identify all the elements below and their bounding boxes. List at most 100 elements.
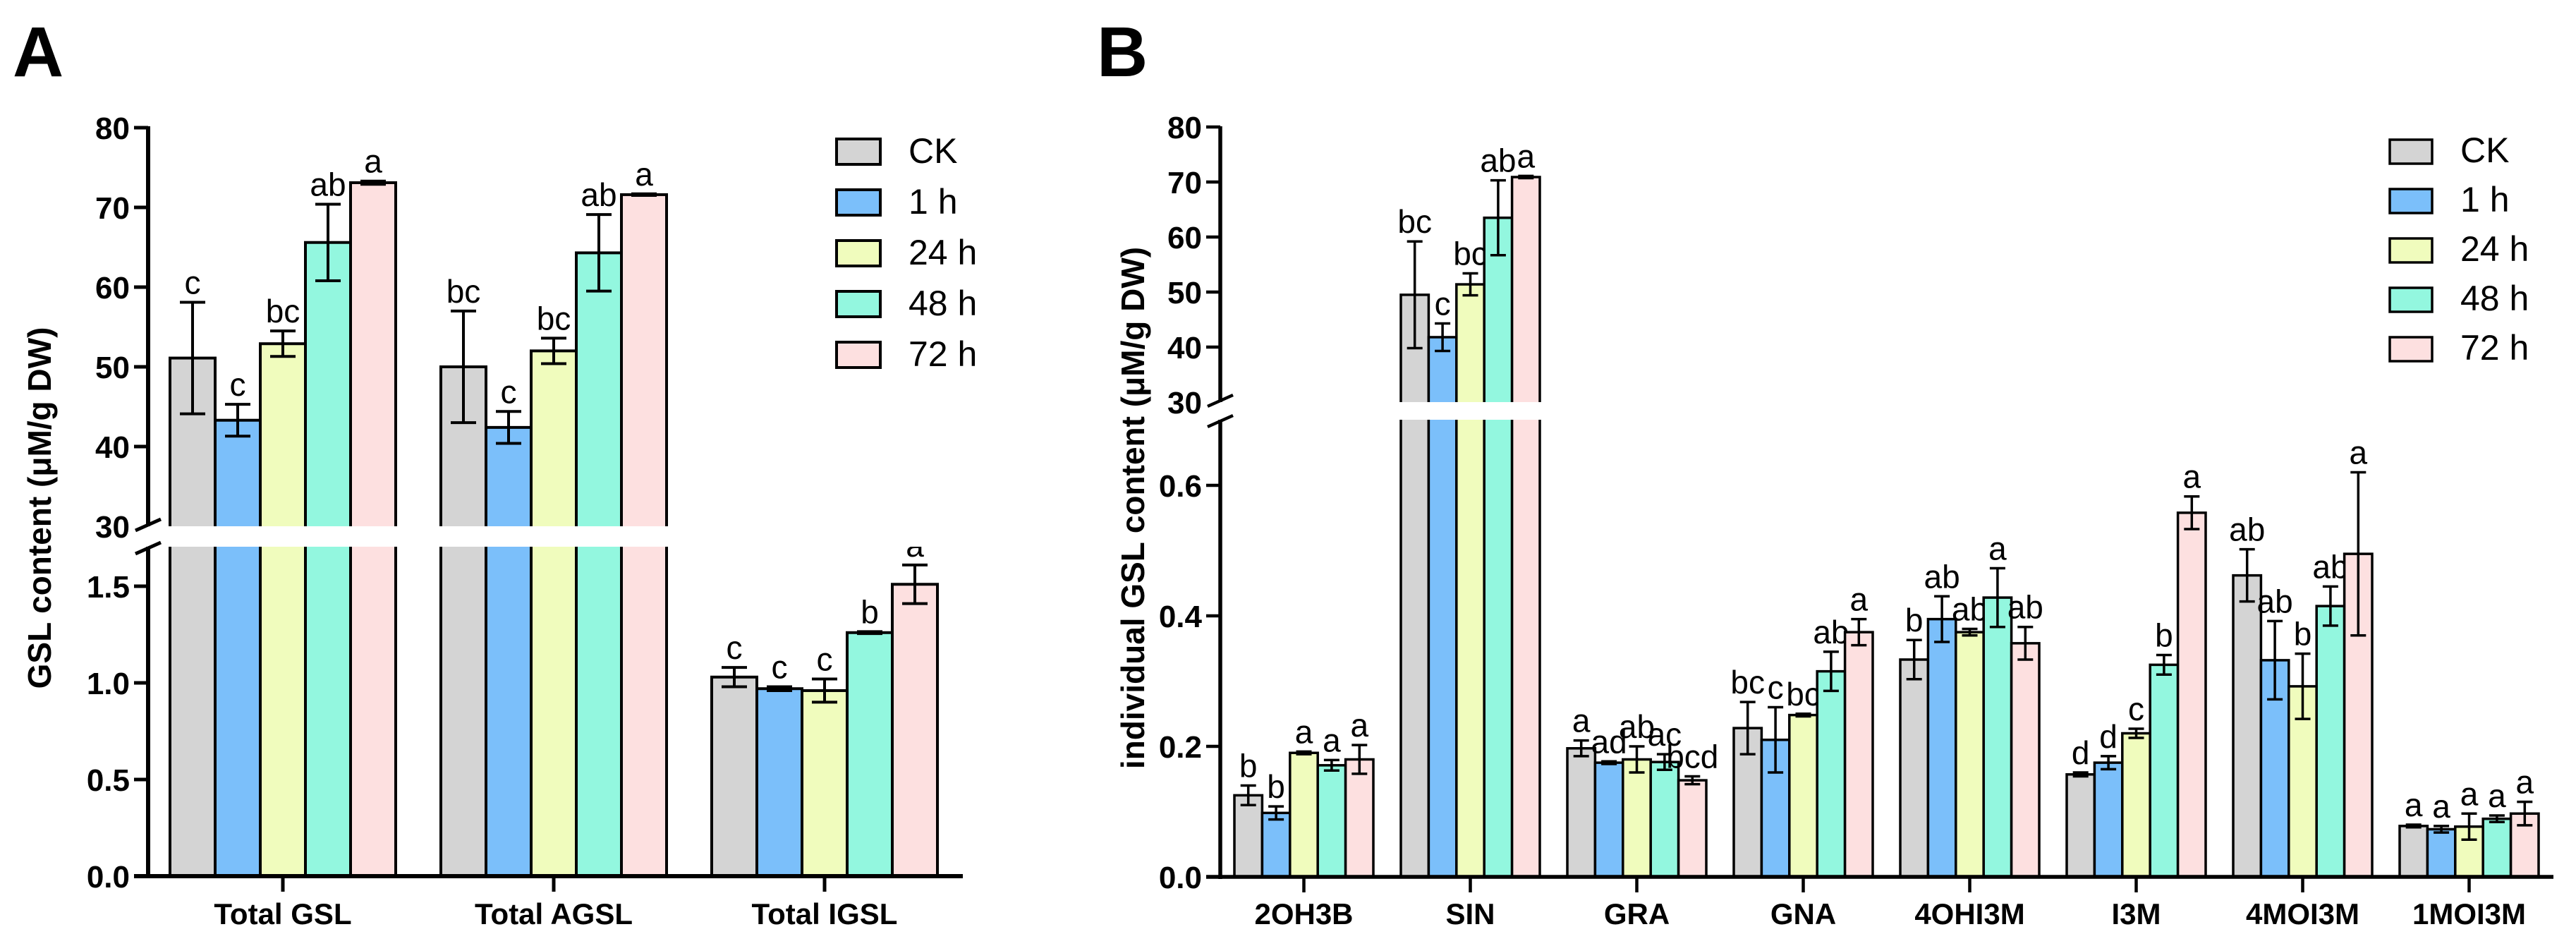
legend-swatch [2388, 237, 2434, 264]
legend-label: 1 h [2460, 180, 2510, 219]
legend-swatch [835, 239, 882, 267]
significance-letter: ac [1648, 716, 1682, 753]
legend-label: 48 h [909, 284, 977, 323]
bar [1926, 617, 1957, 878]
y-tick-label: 60 [1167, 221, 1202, 255]
x-tick-label: 2OH3B [1254, 897, 1353, 930]
axis-break-band [151, 526, 966, 547]
significance-letter: a [2405, 787, 2423, 823]
significance-letter: a [1351, 707, 1369, 744]
significance-letter: bc [1397, 203, 1432, 240]
bar [2149, 663, 2180, 878]
y-tick-label: 0.0 [87, 860, 130, 895]
bar [304, 241, 352, 878]
significance-letter: a [364, 143, 382, 180]
panel-label: B [1097, 13, 1148, 92]
bar [1344, 758, 1375, 878]
legend-swatch [835, 341, 882, 369]
significance-letter: d [2099, 718, 2118, 755]
axis-break-mark [1207, 413, 1234, 429]
x-tick-label: 4MOI3M [2246, 897, 2359, 930]
legend-label: 72 h [2460, 328, 2529, 368]
significance-letter: a [1572, 703, 1591, 739]
bar [2315, 605, 2346, 878]
significance-letter: bc [446, 273, 481, 310]
significance-letter: b [1267, 768, 1285, 805]
bar [259, 342, 307, 878]
significance-letter: bc [1786, 676, 1821, 712]
legend-label: 48 h [2460, 279, 2529, 318]
significance-letter: ab [1813, 614, 1849, 650]
bar [801, 689, 849, 878]
legend-swatch [2388, 188, 2434, 214]
y-tick-label: 40 [1167, 331, 1202, 365]
bar [1843, 631, 1874, 878]
significance-letter: b [2155, 617, 2173, 654]
bar [891, 583, 939, 878]
y-axis-title: individual GSL content (μM/g DW) [1114, 247, 1151, 769]
bar [2093, 761, 2124, 878]
significance-letter: b [1905, 602, 1924, 638]
bar [1316, 764, 1347, 878]
significance-letter: c [185, 264, 201, 301]
significance-letter: a [1850, 581, 1869, 618]
x-tick-label: SIN [1445, 897, 1495, 930]
legend: CK 1 h 24 h 48 h 72 h [2388, 131, 2529, 368]
bar [1233, 794, 1264, 878]
significance-letter: ab [1952, 591, 1988, 628]
significance-letter: ad [1591, 723, 1627, 760]
bar [1455, 283, 1486, 878]
y-tick-label: 60 [95, 271, 130, 305]
bar [2010, 642, 2041, 878]
y-tick-label: 1.5 [87, 570, 130, 605]
significance-letter: a [1323, 722, 1341, 758]
bar [1982, 596, 2013, 878]
significance-letter: ab [1480, 142, 1516, 179]
x-tick-label: 1MOI3M [2412, 897, 2526, 930]
significance-letter: c [772, 648, 788, 685]
significance-letter: bc [1730, 664, 1765, 701]
legend-label: 24 h [909, 233, 977, 272]
significance-letter: a [2460, 775, 2479, 812]
significance-letter: b [861, 593, 879, 630]
bar [214, 418, 262, 878]
significance-letter: a [1295, 713, 1313, 750]
significance-letter: ab [2312, 548, 2348, 585]
significance-letter: b [2294, 616, 2312, 653]
y-tick-label: 0.2 [1159, 730, 1202, 765]
panel-label: A [13, 13, 63, 92]
significance-letter: b [1239, 748, 1258, 784]
significance-letter: a [2432, 788, 2450, 825]
bar [485, 425, 533, 878]
bar [439, 365, 487, 878]
y-tick-label: 40 [95, 430, 130, 465]
bar [2426, 827, 2457, 878]
significance-letter: a [2350, 435, 2368, 471]
y-tick-label: 80 [1167, 111, 1202, 145]
significance-letter: c [2128, 691, 2144, 727]
y-tick-label: 70 [1167, 166, 1202, 200]
x-tick-label: 4OHI3M [1914, 897, 2024, 930]
bar [2121, 732, 2151, 878]
bar [710, 675, 758, 878]
significance-letter: a [2183, 459, 2201, 495]
axis-break-mark [134, 517, 162, 533]
significance-letter: c [230, 366, 246, 403]
significance-letter: ab [2257, 583, 2293, 619]
legend-swatch [2388, 286, 2434, 313]
significance-letter: ab [1924, 558, 1960, 595]
significance-letter: bc [537, 300, 571, 336]
y-tick-label: 0.4 [1159, 600, 1203, 634]
axis-break-band [1223, 402, 2556, 420]
bar [575, 251, 623, 878]
significance-letter: a [635, 156, 653, 193]
significance-letter: a [1988, 530, 2007, 566]
significance-letter: bcd [1666, 739, 1718, 775]
y-tick-label: 0.0 [1159, 861, 1202, 895]
significance-letter: c [1435, 285, 1451, 322]
legend-label: 24 h [2460, 229, 2529, 269]
bar [2176, 511, 2207, 878]
significance-letter: d [2072, 734, 2090, 771]
y-tick-label: 0.5 [87, 763, 130, 798]
bar [1483, 216, 1514, 878]
